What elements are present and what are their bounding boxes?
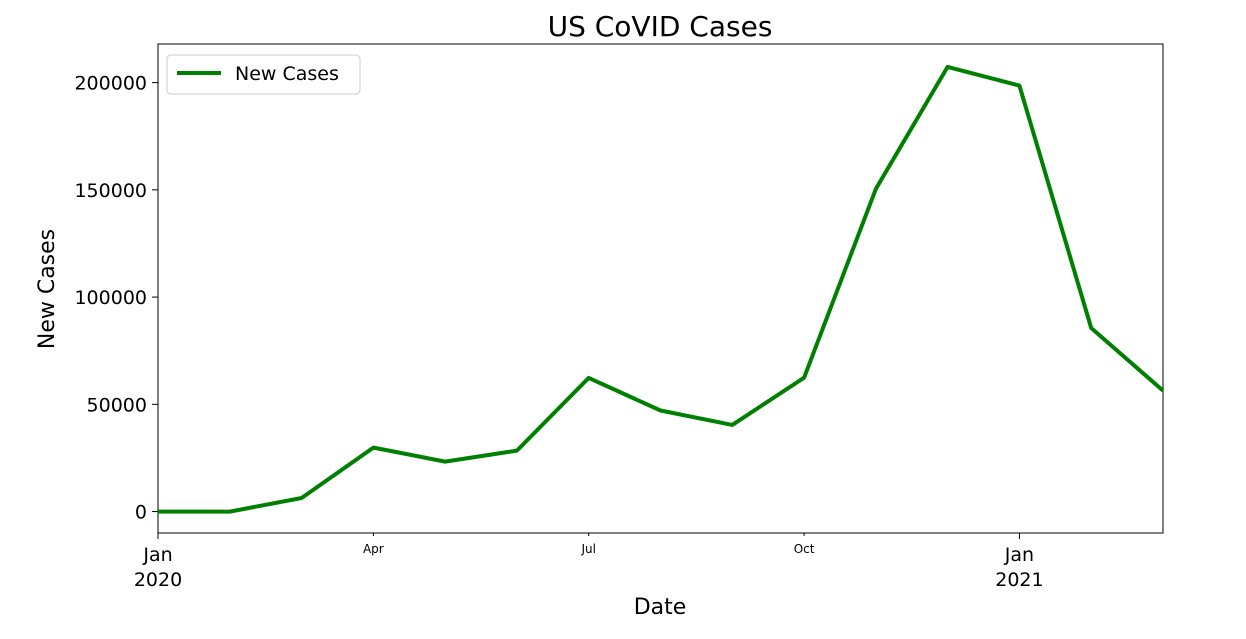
y-tick-label: 150000: [74, 180, 147, 202]
y-tick-label: 200000: [74, 73, 147, 95]
series-line: [158, 64, 1165, 514]
chart-title: US CoVID Cases: [548, 10, 773, 43]
x-tick-year-label: 2021: [995, 569, 1043, 591]
x-tick-year-label: 2020: [134, 569, 182, 591]
x-tick-label: Jan: [142, 544, 172, 566]
y-tick-label: 0: [135, 502, 147, 524]
x-tick-label: Jan: [1004, 544, 1034, 566]
y-tick-label: 100000: [74, 287, 147, 309]
legend-label: New Cases: [235, 63, 339, 85]
legend-box: [166, 54, 361, 95]
legend: New Cases: [166, 54, 361, 95]
y-axis-label: New Cases: [35, 229, 60, 349]
x-tick-label: Jul: [580, 542, 595, 556]
y-tick-label: 50000: [87, 394, 147, 416]
x-tick-label: Apr: [363, 542, 384, 556]
x-tick-label: Oct: [794, 542, 815, 556]
plot-frame: [157, 43, 1164, 534]
x-axis-label: Date: [634, 595, 687, 620]
x-axis: Jan 2020 Apr Jul Oct Jan 2021: [134, 533, 1044, 591]
plot-area: [157, 43, 1165, 534]
y-axis: 0 50000 100000 150000 200000: [74, 73, 158, 524]
